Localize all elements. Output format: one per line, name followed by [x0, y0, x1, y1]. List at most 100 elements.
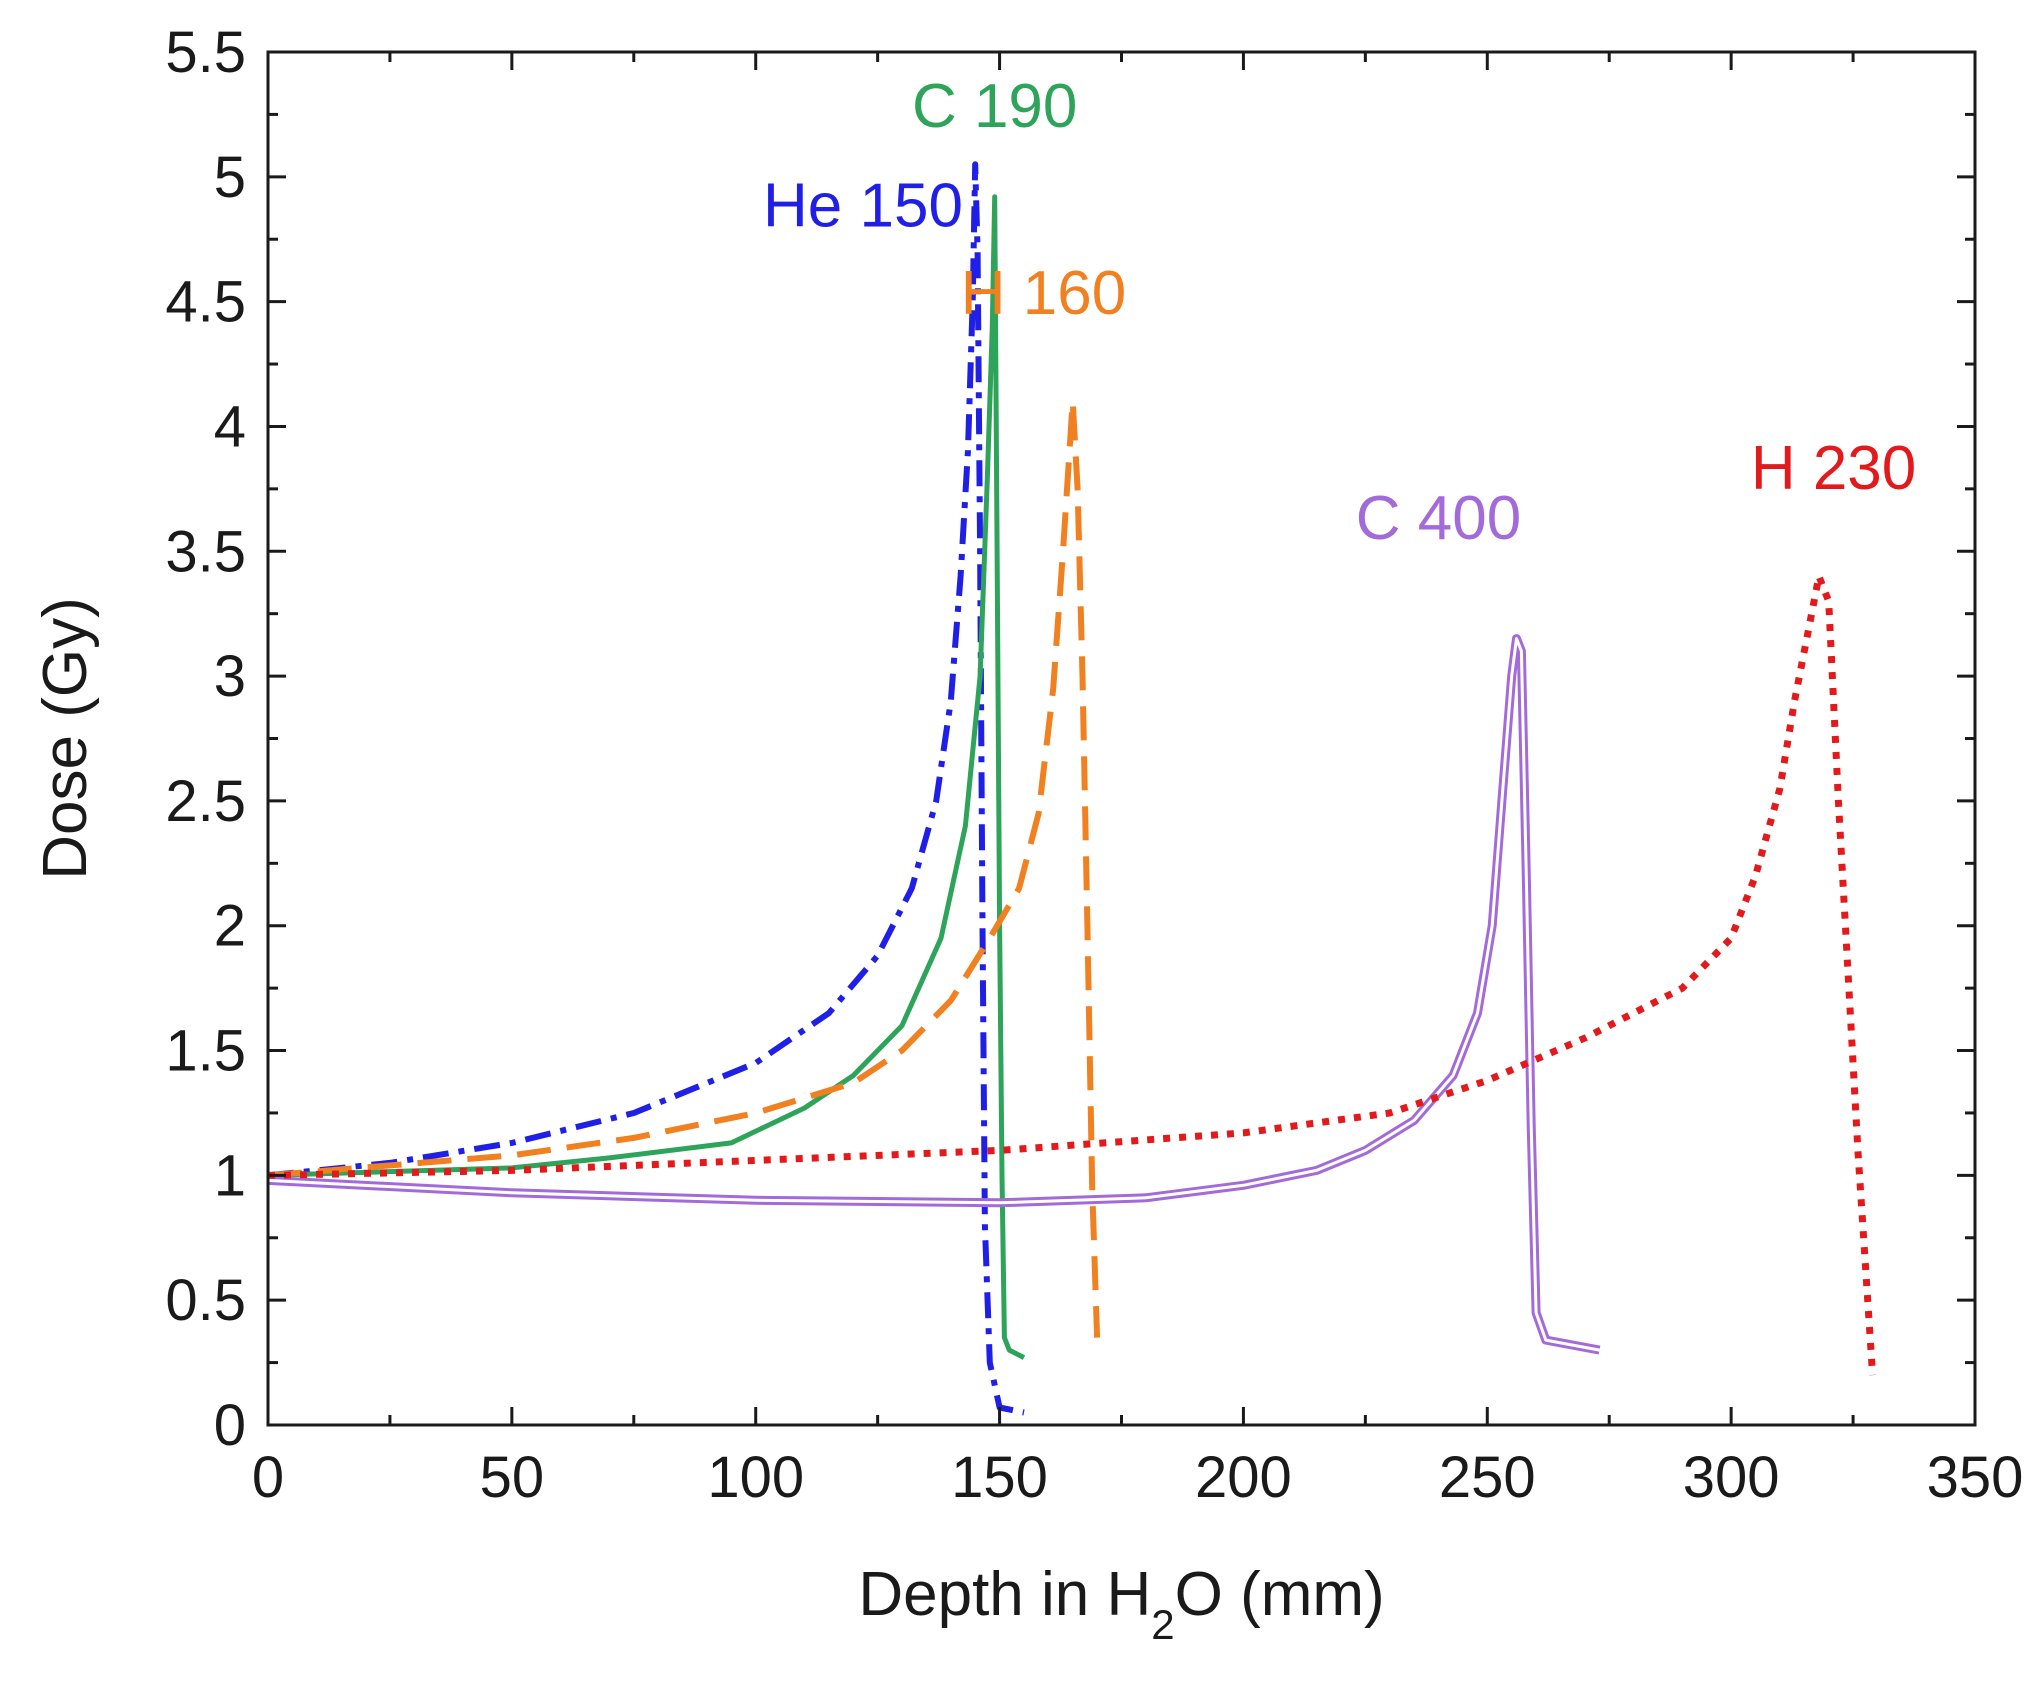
x-tick-label: 300	[1683, 1445, 1780, 1510]
data-point-h-230	[1827, 599, 1831, 603]
data-point-h-230	[510, 1168, 514, 1172]
series-line-h-160	[267, 398, 1101, 1338]
data-point-c-400	[1524, 874, 1528, 878]
data-point-he-150	[966, 449, 970, 453]
data-point-h-160	[1081, 674, 1085, 678]
x-tick-label: 350	[1927, 1445, 2024, 1510]
data-point-h-160	[1085, 924, 1089, 928]
series-line-inner-c-400	[267, 637, 1600, 1352]
data-point-h-230	[1680, 986, 1684, 990]
data-point-h-230	[1807, 624, 1811, 628]
data-point-he-150	[976, 250, 980, 254]
data-point-h-230	[754, 1158, 758, 1162]
data-point-c-400	[1500, 799, 1504, 803]
data-point-c-190	[851, 1074, 855, 1078]
data-point-h-160	[988, 936, 992, 940]
series-line-c-400	[267, 634, 1601, 1355]
series-label-he-150: He 150	[763, 172, 963, 241]
x-tick-label: 250	[1439, 1445, 1536, 1510]
data-point-c-400	[1144, 1196, 1148, 1200]
data-point-c-190	[963, 824, 967, 828]
data-point-h-230	[1866, 1298, 1870, 1302]
data-point-he-150	[934, 799, 938, 803]
data-point-c-190	[607, 1156, 611, 1160]
data-point-h-230	[1836, 799, 1840, 803]
x-tick-label: 50	[480, 1445, 545, 1510]
data-point-h-160	[510, 1153, 514, 1157]
x-axis-title-sub: 2	[1151, 1601, 1174, 1648]
data-point-he-150	[910, 886, 914, 890]
y-tick-label: 3.5	[165, 519, 246, 584]
y-tick-label: 4	[214, 394, 246, 459]
x-tick-label: 200	[1195, 1445, 1292, 1510]
data-point-h-230	[1485, 1079, 1489, 1083]
data-point-c-400	[1315, 1168, 1319, 1172]
data-point-c-190	[729, 1141, 733, 1145]
data-point-h-230	[1754, 874, 1758, 878]
series-label-c-190: C 190	[912, 72, 1077, 141]
data-point-c-400	[1515, 637, 1519, 641]
data-point-he-150	[978, 549, 982, 553]
data-point-c-190	[1000, 1173, 1004, 1177]
data-point-he-150	[632, 1111, 636, 1115]
y-tick-label: 2.5	[165, 769, 246, 834]
data-point-h-230	[1241, 1131, 1245, 1135]
data-point-c-400	[1519, 649, 1523, 653]
data-point-he-150	[981, 924, 985, 928]
x-tick-label: 100	[707, 1445, 804, 1510]
data-point-c-400	[1476, 1011, 1480, 1015]
data-point-c-190	[995, 549, 999, 553]
data-point-he-150	[988, 1361, 992, 1365]
data-point-h-230	[1817, 574, 1821, 578]
y-tick-label: 1.5	[165, 1019, 246, 1084]
series-line-he-150	[267, 161, 1025, 1416]
data-point-h-160	[1061, 549, 1065, 553]
data-point-he-150	[876, 954, 880, 958]
y-tick-label: 5.5	[165, 20, 246, 85]
y-axis-title: Dose (Gy)	[31, 597, 100, 879]
data-point-h-230	[998, 1148, 1002, 1152]
x-tick-label: 150	[951, 1445, 1048, 1510]
series-label-h-230: H 230	[1751, 434, 1916, 503]
y-tick-label: 1	[214, 1143, 246, 1208]
data-point-h-160	[1037, 811, 1041, 815]
data-point-he-150	[959, 574, 963, 578]
data-point-c-400	[1451, 1074, 1455, 1078]
data-point-c-400	[1412, 1118, 1416, 1122]
data-point-h-230	[1856, 1148, 1860, 1152]
data-point-c-190	[1007, 1348, 1011, 1352]
data-point-c-400	[1534, 1311, 1538, 1315]
data-point-c-190	[939, 936, 943, 940]
series-line-c-190	[267, 194, 1026, 1360]
plot-frame	[266, 50, 1977, 1427]
data-point-he-150	[510, 1141, 514, 1145]
data-point-c-190	[978, 674, 982, 678]
data-point-c-400	[998, 1201, 1002, 1205]
data-point-h-160	[1095, 1336, 1099, 1340]
data-point-h-230	[1583, 1036, 1587, 1040]
data-point-c-400	[1490, 924, 1494, 928]
data-point-c-400	[1544, 1338, 1548, 1342]
data-point-c-190	[1002, 1336, 1006, 1340]
data-point-h-230	[1793, 699, 1797, 703]
x-axis-title: Depth in H2O (mm)	[858, 1560, 1384, 1648]
data-point-h-230	[1846, 974, 1850, 978]
data-point-c-400	[1241, 1183, 1245, 1187]
data-point-c-400	[754, 1198, 758, 1202]
data-point-he-150	[983, 1223, 987, 1227]
y-tick-label: 0	[214, 1393, 246, 1458]
data-point-c-190	[900, 1024, 904, 1028]
data-point-h-230	[1871, 1373, 1875, 1377]
data-point-c-400	[1529, 1123, 1533, 1127]
ticks-layer: 0 50 100 150 200 250 300 350 0 0.5 1 1.5 2 2.5 3 3.5 4 4.…	[165, 20, 2023, 1510]
y-tick-label: 4.5	[165, 270, 246, 335]
data-point-h-160	[1090, 1186, 1094, 1190]
data-point-c-190	[993, 195, 997, 199]
data-point-c-400	[1510, 674, 1514, 678]
data-point-h-230	[1778, 786, 1782, 790]
x-axis-title-post: O (mm)	[1175, 1560, 1385, 1629]
x-tick-label: 0	[252, 1445, 284, 1510]
series-label-h-160: H 160	[961, 259, 1126, 328]
